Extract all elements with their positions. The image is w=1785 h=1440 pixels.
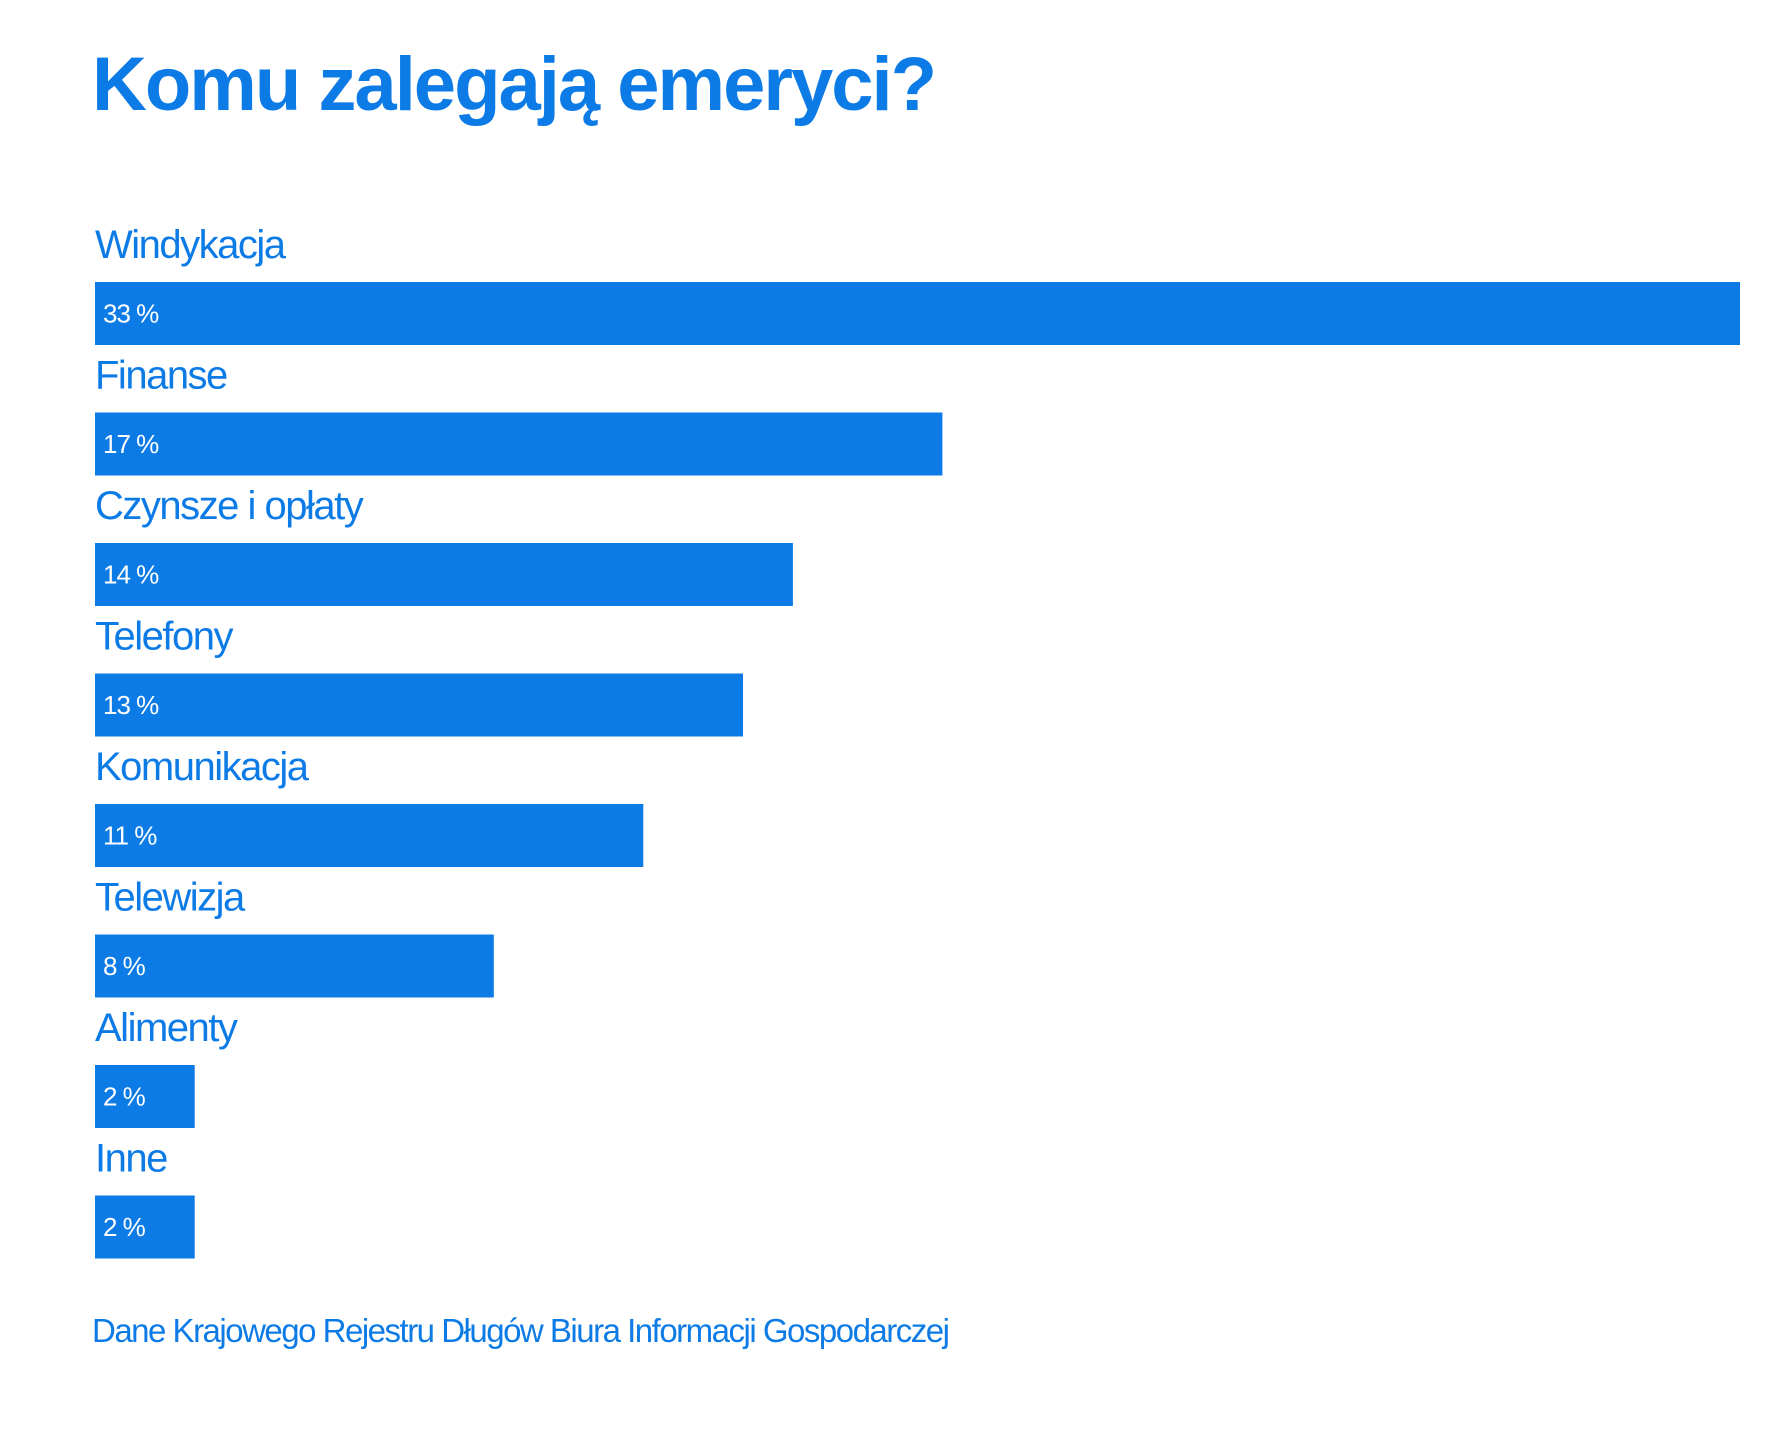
category-label: Inne — [95, 1137, 167, 1181]
category-label: Finanse — [95, 354, 227, 398]
bar-value-label: 2 % — [103, 1212, 146, 1242]
chart-title: Komu zalegają emeryci? — [92, 42, 935, 127]
bar-value-label: 11 % — [103, 821, 157, 851]
category-label: Telefony — [95, 615, 233, 659]
bar-row: Czynsze i opłaty 14 % — [95, 484, 793, 606]
bar-value-label: 8 % — [103, 951, 146, 981]
bar — [95, 673, 743, 737]
bar — [95, 282, 1740, 345]
bar — [95, 1195, 195, 1259]
bar — [95, 1065, 195, 1128]
bar-row: Finanse 17 % — [95, 354, 943, 476]
bar-row: Alimenty 2 % — [95, 1006, 239, 1128]
bar-row: Inne 2 % — [95, 1137, 195, 1259]
bar-value-label: 2 % — [103, 1082, 146, 1112]
category-label: Komunikacja — [95, 745, 310, 789]
bar — [95, 543, 793, 606]
bar — [95, 934, 494, 998]
category-label: Telewizja — [95, 876, 246, 920]
source-note: Dane Krajowego Rejestru Długów Biura Inf… — [92, 1312, 949, 1349]
bar-value-label: 14 % — [103, 560, 159, 590]
bar-row: Telefony 13 % — [95, 615, 743, 737]
bar-value-label: 17 % — [103, 429, 159, 459]
bar-row: Telewizja 8 % — [95, 876, 494, 998]
bar-row: Windykacja 33 % — [95, 223, 1740, 345]
category-label: Alimenty — [95, 1006, 238, 1050]
bar-value-label: 33 % — [103, 299, 159, 329]
bar-row: Komunikacja 11 % — [95, 745, 644, 867]
bars-group: Windykacja 33 % Finanse 17 % Czynsze i opłat… — [95, 223, 1740, 1259]
bar-value-label: 13 % — [103, 690, 159, 720]
bar — [95, 804, 644, 867]
category-label: Windykacja — [95, 223, 287, 267]
category-label: Czynsze i opłaty — [95, 484, 364, 528]
bar — [95, 412, 943, 476]
